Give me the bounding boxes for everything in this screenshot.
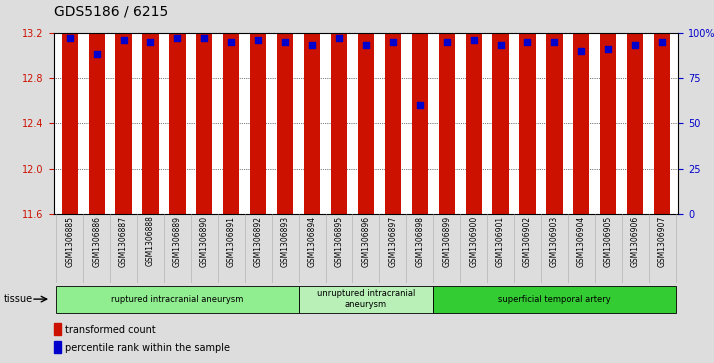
Text: GSM1306889: GSM1306889	[173, 216, 182, 266]
Text: GSM1306899: GSM1306899	[442, 216, 451, 267]
Text: GSM1306891: GSM1306891	[227, 216, 236, 266]
Bar	[433, 286, 675, 313]
Point	[171, 35, 183, 41]
Bar	[250, 0, 266, 214]
Point	[91, 52, 102, 57]
Point	[495, 42, 506, 48]
Bar	[385, 0, 401, 214]
Point	[306, 42, 318, 48]
Text: GSM1306895: GSM1306895	[334, 216, 343, 267]
Text: GSM1306893: GSM1306893	[281, 216, 290, 267]
Point	[630, 42, 641, 48]
Text: superficial temporal artery: superficial temporal artery	[498, 295, 610, 303]
Text: GSM1306906: GSM1306906	[630, 216, 640, 267]
Bar	[546, 0, 563, 214]
Point	[575, 48, 587, 54]
Bar	[169, 0, 186, 214]
Text: GSM1306885: GSM1306885	[65, 216, 74, 266]
Text: GSM1306904: GSM1306904	[577, 216, 586, 267]
Text: GSM1306901: GSM1306901	[496, 216, 505, 267]
Bar	[331, 0, 347, 214]
Point	[441, 39, 453, 45]
Text: GSM1306896: GSM1306896	[361, 216, 371, 267]
Bar	[223, 0, 239, 214]
Point	[387, 39, 398, 45]
Bar	[493, 0, 508, 214]
Text: GDS5186 / 6215: GDS5186 / 6215	[54, 4, 168, 18]
Point	[603, 46, 614, 52]
Text: percentile rank within the sample: percentile rank within the sample	[66, 343, 231, 353]
Point	[118, 37, 129, 43]
Bar	[358, 0, 374, 214]
Text: ruptured intracranial aneurysm: ruptured intracranial aneurysm	[111, 295, 243, 303]
Bar	[116, 0, 131, 214]
Text: GSM1306890: GSM1306890	[200, 216, 209, 267]
Bar	[519, 0, 536, 214]
Text: GSM1306902: GSM1306902	[523, 216, 532, 267]
Text: GSM1306905: GSM1306905	[604, 216, 613, 267]
Bar	[54, 323, 61, 335]
Text: GSM1306903: GSM1306903	[550, 216, 559, 267]
Point	[64, 35, 76, 41]
Point	[468, 37, 479, 43]
Point	[549, 39, 560, 45]
Text: GSM1306892: GSM1306892	[253, 216, 263, 266]
Point	[226, 39, 237, 45]
Text: GSM1306886: GSM1306886	[92, 216, 101, 266]
Text: unruptured intracranial
aneurysm: unruptured intracranial aneurysm	[317, 289, 415, 309]
Text: transformed count: transformed count	[66, 325, 156, 335]
Bar	[438, 0, 455, 214]
Point	[253, 37, 264, 43]
Bar	[61, 0, 78, 214]
Text: GSM1306900: GSM1306900	[469, 216, 478, 267]
Bar	[142, 0, 159, 214]
Bar	[654, 0, 670, 214]
Point	[198, 35, 210, 41]
Bar	[466, 0, 482, 214]
Text: GSM1306897: GSM1306897	[388, 216, 398, 267]
Bar	[573, 0, 590, 214]
Bar	[56, 286, 298, 313]
Text: GSM1306898: GSM1306898	[416, 216, 424, 266]
Bar	[627, 0, 643, 214]
Point	[279, 39, 291, 45]
Bar	[89, 0, 105, 214]
Bar	[600, 0, 616, 214]
Bar	[54, 341, 61, 353]
Text: GSM1306894: GSM1306894	[308, 216, 316, 267]
Bar	[277, 0, 293, 214]
Point	[656, 39, 668, 45]
Text: tissue: tissue	[4, 294, 33, 304]
Bar	[412, 0, 428, 214]
Point	[333, 35, 345, 41]
Bar	[196, 0, 213, 214]
Bar	[298, 286, 433, 313]
Text: GSM1306888: GSM1306888	[146, 216, 155, 266]
Point	[145, 39, 156, 45]
Point	[522, 39, 533, 45]
Point	[414, 102, 426, 108]
Bar	[304, 0, 320, 214]
Text: GSM1306907: GSM1306907	[658, 216, 667, 267]
Point	[360, 42, 371, 48]
Text: GSM1306887: GSM1306887	[119, 216, 128, 266]
